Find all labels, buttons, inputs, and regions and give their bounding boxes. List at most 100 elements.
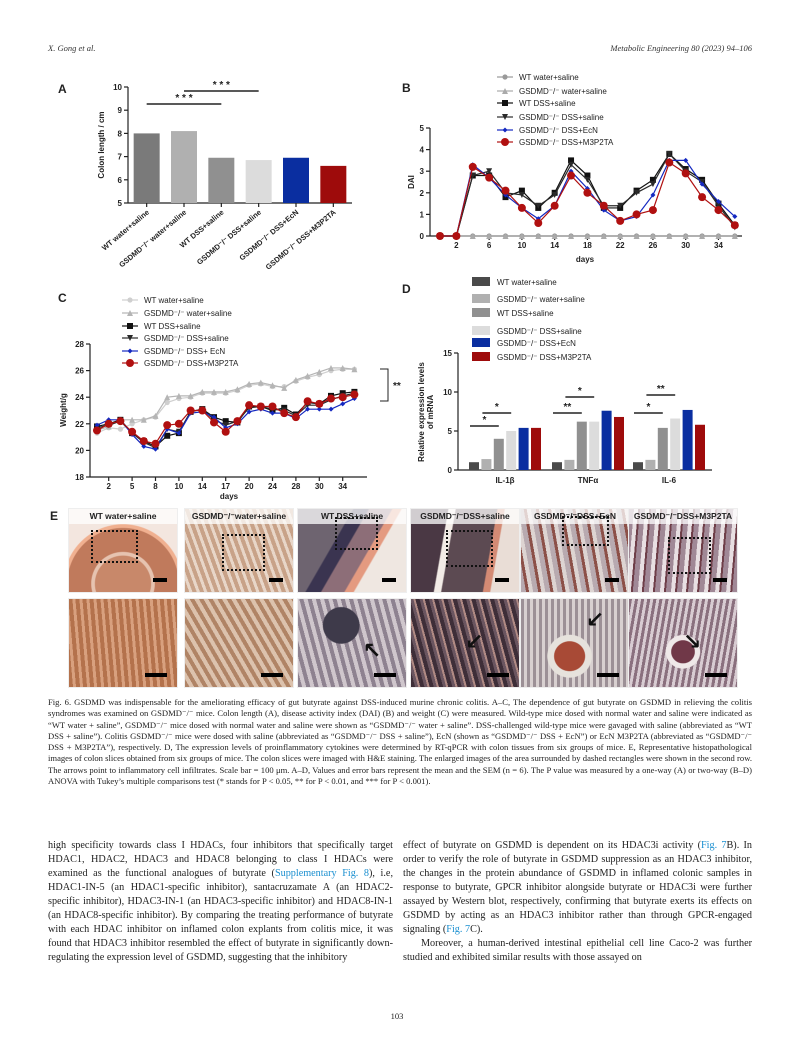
panel-d-legend-label: WT water+saline [497, 278, 557, 287]
panel-b-data-point [436, 232, 444, 240]
panel-a-bar [320, 165, 347, 203]
panel-c-data-point [222, 418, 229, 425]
panel-d-y-tick-label: 10 [443, 388, 452, 397]
panel-a-x-tick-label: GSDMD⁻/⁻ water+saline [117, 208, 188, 270]
link-fig-7c[interactable]: Fig. 7 [446, 924, 471, 935]
panel-c-data-point [316, 406, 322, 412]
panel-c-x-tick-label: 28 [291, 482, 300, 491]
panel-c-y-tick-label: 20 [75, 446, 84, 455]
panel-c-significance-label: ** [393, 381, 401, 392]
panel-d-x-tick-label: IL-6 [662, 476, 677, 485]
panel-c-y-tick-label: 28 [75, 340, 84, 349]
panel-b-data-point [567, 171, 576, 180]
histology-group-label: WT DSS+saline [298, 509, 406, 524]
panel-c-data-point [199, 388, 206, 395]
scale-bar [605, 578, 619, 582]
panel-b-data-point [732, 214, 738, 220]
panel-b-data-point [715, 233, 722, 239]
panel-d-bar [682, 409, 693, 470]
body-text: high specificity towards class I HDACs, … [48, 840, 393, 879]
body-text: ), i.e, HDAC1-IN-5 (an HDAC1-specific in… [48, 868, 394, 963]
panel-d-significance-label: * [482, 415, 486, 426]
panel-b-legend-label: GSDMD⁻/⁻ water+saline [519, 87, 607, 96]
panel-b-legend-marker [501, 138, 509, 146]
panel-b-data-point [731, 233, 738, 239]
panel-a-bar [283, 157, 309, 203]
panel-b-data-point [584, 233, 591, 239]
panel-b-data-point [632, 210, 641, 219]
panel-c-legend-marker [126, 359, 134, 367]
panel-d-bar [614, 416, 624, 470]
histology-group-label: GSDMD⁻/⁻DSS+M3P2TA [629, 509, 737, 524]
panel-c-data-point [210, 418, 218, 427]
panel-c-data-point [164, 394, 171, 401]
panel-a-y-label: Colon length / cm [97, 111, 106, 178]
panel-b-legend-marker [502, 88, 508, 94]
panel-c-legend-label: GSDMD⁻/⁻ water+saline [144, 309, 232, 318]
panel-d-bar [481, 459, 492, 470]
panel-c-data-point [351, 366, 358, 373]
panel-b-data-point [568, 157, 575, 164]
panel-d-bar [564, 459, 575, 470]
panel-c-data-point [268, 402, 277, 411]
scale-bar [269, 578, 283, 582]
histology-group-label: GSDMD⁻/⁻DSS+saline [411, 509, 519, 524]
panel-a-y-tick-label: 7 [118, 153, 123, 162]
panel-b-data-point [617, 202, 624, 209]
figure-caption: Fig. 6. GSDMD was indispensable for the … [48, 697, 752, 787]
scale-bar [495, 578, 509, 582]
scale-bar [374, 673, 396, 677]
running-header-authors: X. Gong et al. [48, 43, 96, 53]
panel-a-significance-label: * * * [213, 80, 230, 91]
panel-c-x-tick-label: 20 [245, 482, 254, 491]
panel-c-y-tick-label: 26 [75, 367, 84, 376]
panel-d-legend-swatch [472, 338, 490, 347]
panel-c-data-point [116, 417, 125, 426]
panel-d-bar [589, 421, 600, 470]
panel-d-bar [469, 462, 479, 470]
panel-c-legend-label: WT water+saline [144, 296, 204, 305]
histology-overview-image: GSDMD⁻/⁻water+saline [184, 508, 294, 593]
panel-c-y-tick-label: 24 [75, 393, 84, 402]
panel-c-data-point [328, 364, 334, 371]
panel-d-bar [601, 410, 612, 470]
panel-letter: B [402, 81, 411, 95]
panel-c-data-point [198, 406, 207, 415]
body-column-left: high specificity towards class I HDACs, … [48, 839, 393, 965]
panel-c-data-point [164, 432, 171, 439]
panel-b-data-point [682, 233, 689, 239]
panel-c-data-point [328, 406, 334, 412]
histology-group-label: GSDMD⁻/⁻water+saline [185, 509, 293, 524]
panel-c-data-point [270, 410, 275, 416]
link-supplementary-fig-8[interactable]: Supplementary Fig. 8 [274, 868, 370, 879]
panel-c-y-tick-label: 18 [75, 473, 84, 482]
scale-bar [705, 673, 727, 677]
panel-b-y-tick-label: 3 [420, 167, 425, 176]
caption-body: A–C, The dependence of gut butyrate on G… [48, 697, 752, 787]
dashed-roi-rectangle [445, 529, 493, 567]
panel-b-data-point [452, 232, 461, 240]
panel-c-data-point [234, 386, 241, 393]
dashed-roi-rectangle [562, 515, 610, 547]
panel-a-significance-label: * * * [175, 93, 192, 104]
panel-c-data-point [175, 392, 182, 399]
body-column-right: effect of butyrate on GSDMD is dependent… [403, 839, 752, 965]
panel-b-data-point [599, 201, 608, 210]
dashed-roi-rectangle [667, 537, 711, 575]
panel-c-data-point [153, 446, 158, 452]
panel-c-data-point [174, 419, 183, 428]
panel-c-data-point [222, 388, 229, 395]
panel-a-y-tick-label: 10 [113, 83, 122, 92]
panel-d-legend-label: GSDMD⁻/⁻ DSS+M3P2TA [497, 353, 592, 362]
panel-b-data-point [617, 233, 624, 239]
panel-c-x-tick-label: 8 [153, 482, 158, 491]
panel-c-data-point [176, 430, 182, 436]
panel-c-data-point [350, 390, 359, 399]
panel-c-data-point [93, 426, 101, 435]
panel-b-x-label: days [576, 255, 595, 264]
link-fig-7b[interactable]: Fig. 7 [701, 840, 727, 851]
panel-b-data-point [518, 187, 525, 194]
panel-d-bar [670, 418, 681, 470]
panel-b-legend-marker [502, 100, 508, 106]
